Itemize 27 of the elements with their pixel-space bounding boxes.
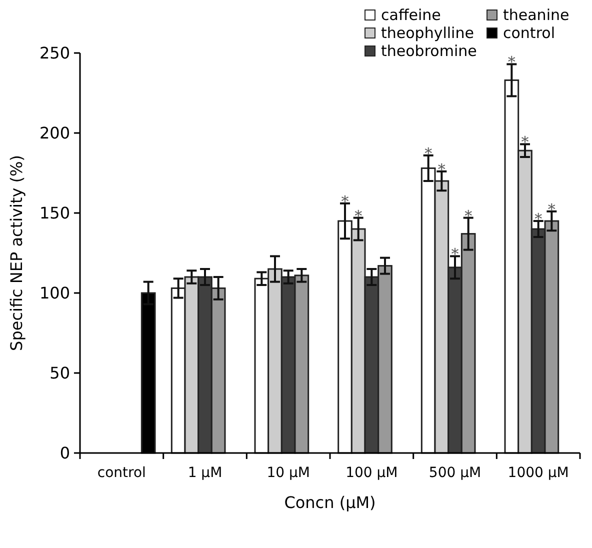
x-tick-label: 1 μM [188,465,222,481]
data-label: * [424,144,433,162]
y-tick-label: 0 [60,444,70,463]
data-label: * [548,200,556,218]
data-label: * [534,210,543,228]
legend-label: control [503,24,555,42]
legend-label: theobromine [381,42,477,60]
data-label: * [521,133,530,152]
x-tick-label: 100 μM [346,465,398,481]
x-axis-title: Concn (μM) [284,493,376,512]
x-tick-label: 500 μM [428,465,482,481]
legend-label: theophylline [381,24,474,42]
y-tick-label: 150 [39,204,70,223]
legend-label: caffeine [381,6,441,24]
x-tick-label: control [97,465,146,481]
data-label: * [451,245,460,264]
y-tick-label: 100 [39,284,70,303]
data-label: * [341,192,350,210]
y-tick-label: 200 [39,124,70,143]
y-tick-label: 250 [39,44,70,63]
data-label: * [508,53,516,72]
x-tick-label: 10 μM [266,465,310,481]
y-tick-label: 50 [50,364,70,383]
data-label: * [438,160,446,178]
y-axis-title: Specific NEP activity (%) [7,155,26,351]
legend-label: theanine [503,6,570,24]
x-tick-label: 1000 μM [508,465,569,481]
